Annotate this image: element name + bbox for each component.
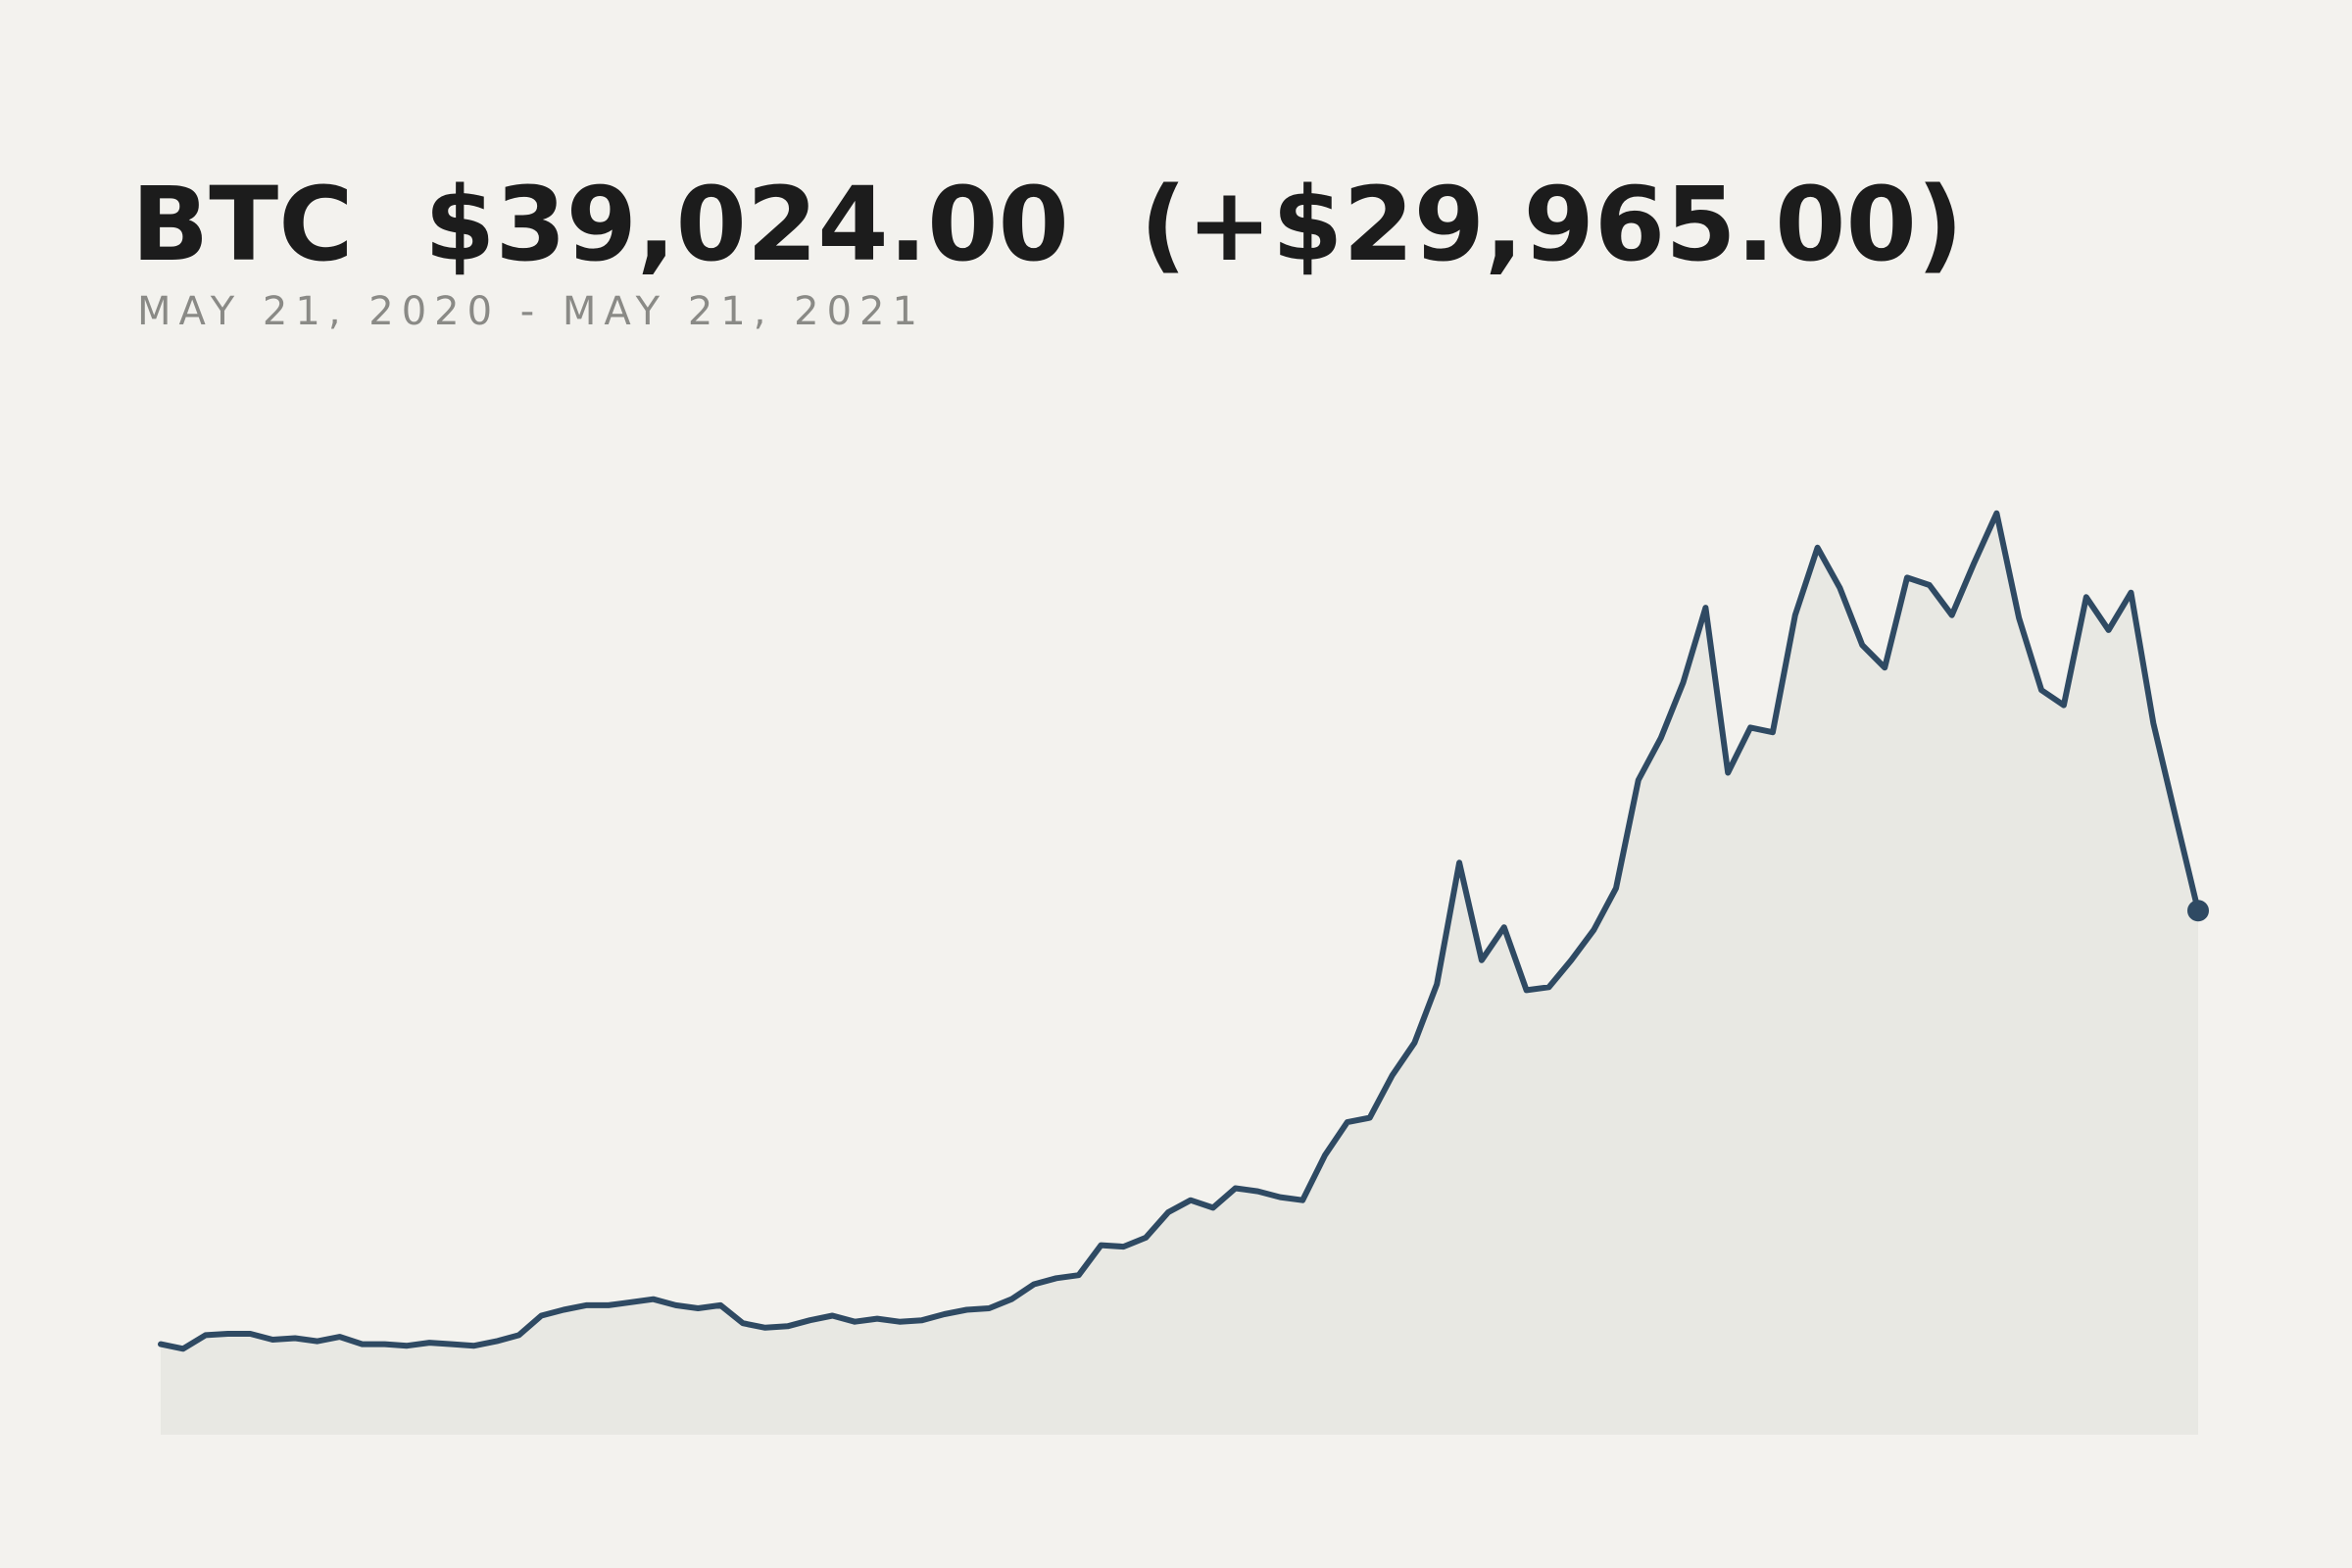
area-fill — [161, 513, 2198, 1435]
price-line — [158, 510, 2201, 1352]
chart-subtitle: MAY 21, 2020 - MAY 21, 2021 — [137, 289, 925, 334]
last-point — [2187, 900, 2209, 922]
chart-title: BTC $39,024.00 (+$29,965.00) — [131, 165, 1963, 284]
